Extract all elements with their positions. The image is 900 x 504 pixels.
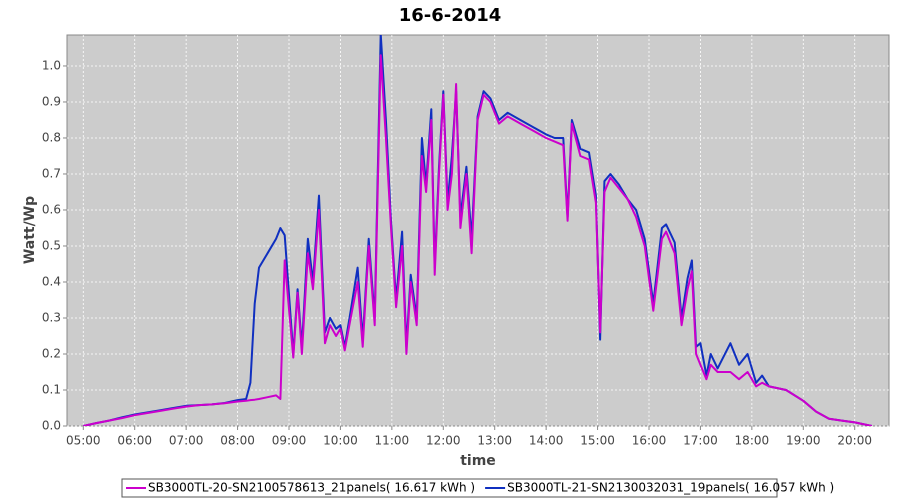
x-tick-label: 05:00 [66, 434, 101, 448]
series-line [83, 54, 873, 426]
y-tick-label: 0.7 [42, 166, 61, 180]
legend-label: SB3000TL-21-SN2130032031_19panels( 16.05… [507, 481, 834, 495]
x-tick-label: 20:00 [837, 434, 872, 448]
x-tick-label: 16:00 [632, 434, 667, 448]
y-tick-label: 0.0 [42, 419, 61, 433]
plot-area [66, 34, 890, 427]
y-axis-label: Watt/Wp [22, 196, 38, 264]
grid [67, 35, 889, 427]
y-tick-label: 0.8 [42, 130, 61, 144]
legend-label: SB3000TL-20-SN2100578613_21panels( 16.61… [148, 481, 475, 495]
y-tick-label: 0.1 [42, 382, 61, 396]
x-tick-label: 19:00 [786, 434, 821, 448]
x-tick-label: 13:00 [477, 434, 512, 448]
x-tick-label: 15:00 [580, 434, 615, 448]
x-tick-label: 17:00 [683, 434, 718, 448]
x-tick-label: 14:00 [529, 434, 564, 448]
x-tick-label: 11:00 [375, 434, 410, 448]
x-axis-label: time [460, 453, 496, 469]
chart-title: 16-6-2014 [399, 5, 502, 26]
x-tick-label: 09:00 [272, 434, 307, 448]
x-tick-label: 08:00 [220, 434, 255, 448]
y-tick-label: 0.6 [42, 202, 61, 216]
y-tick-label: 1.0 [42, 58, 61, 72]
y-tick-label: 0.4 [42, 274, 61, 288]
y-tick-label: 0.5 [42, 238, 61, 252]
x-tick-label: 10:00 [323, 434, 358, 448]
legend [121, 478, 778, 498]
lines [83, 35, 873, 426]
y-tick-label: 0.2 [42, 346, 61, 360]
x-tick-label: 07:00 [169, 434, 204, 448]
x-tick-label: 12:00 [426, 434, 461, 448]
x-tick-label: 18:00 [735, 434, 770, 448]
x-tick-label: 06:00 [117, 434, 152, 448]
y-tick-label: 0.3 [42, 310, 61, 324]
legend-items: SB3000TL-20-SN2100578613_21panels( 16.61… [126, 481, 834, 495]
y-tick-label: 0.9 [42, 94, 61, 108]
